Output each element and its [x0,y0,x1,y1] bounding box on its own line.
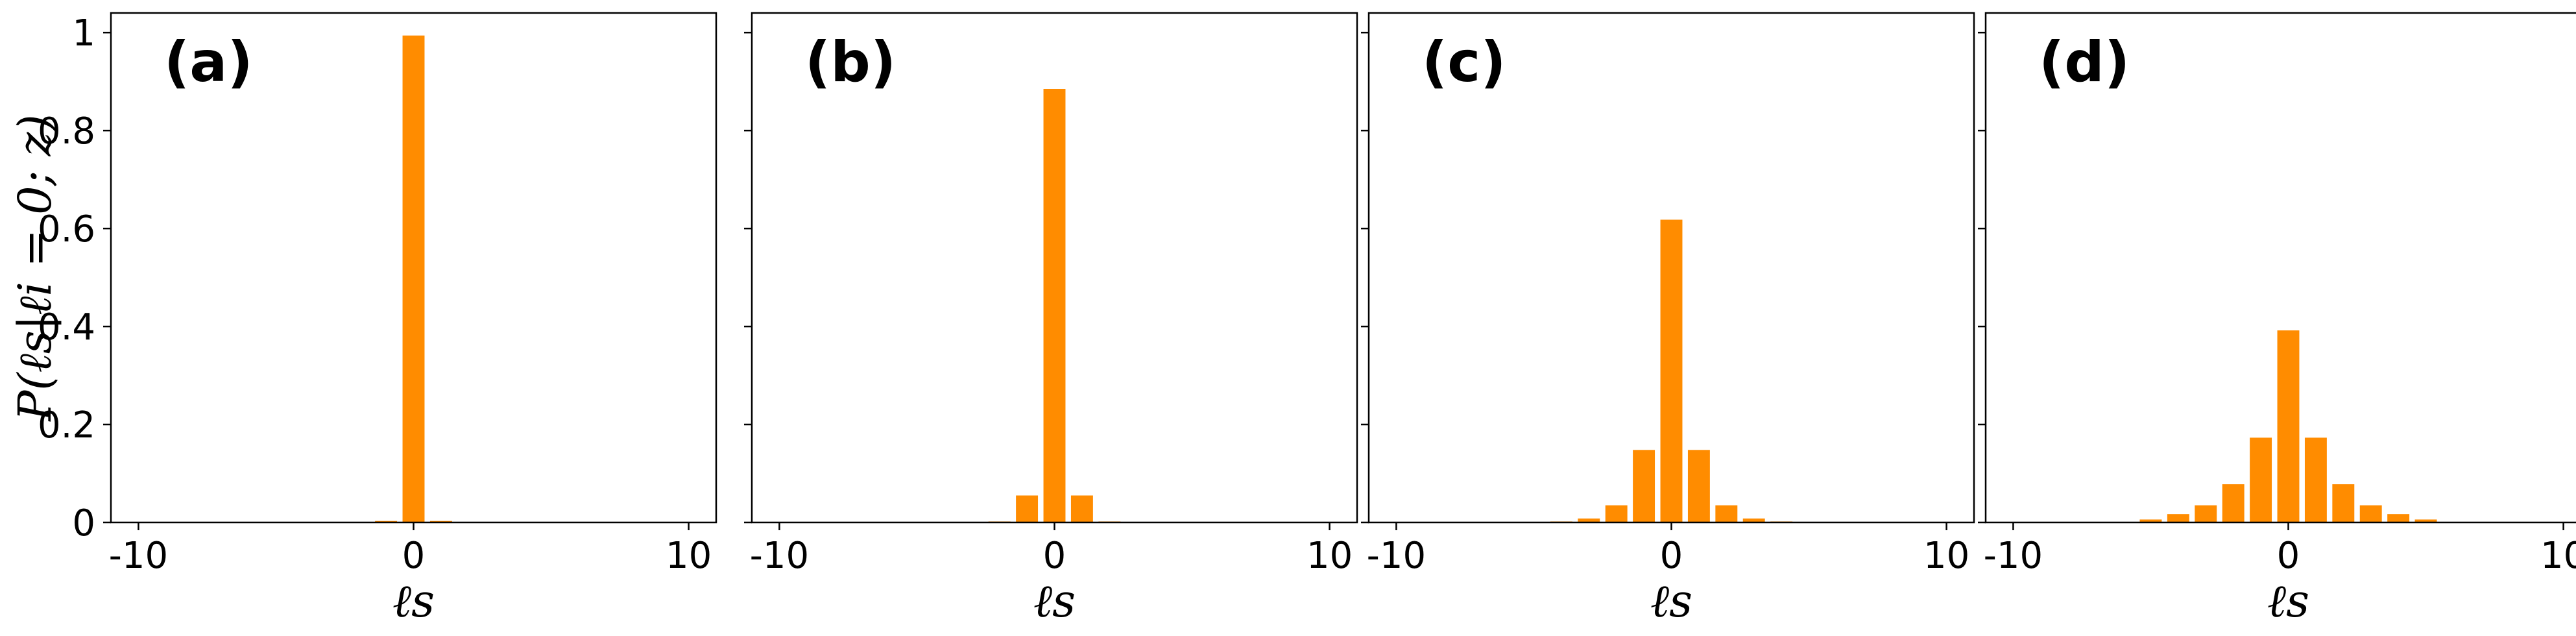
panel-label: (c) [1422,30,1506,95]
x-tick-label: 0 [2277,535,2300,577]
bar [2332,484,2355,522]
bar [1016,495,1039,522]
bar [2387,514,2410,522]
bar [2277,330,2300,522]
bar [2222,484,2245,522]
y-tick-label: 0 [72,502,95,544]
bar [1687,450,1710,522]
y-tick-label: 0.4 [38,306,95,349]
x-tick-label: 10 [2540,535,2576,577]
y-tick-label: 1 [72,12,95,55]
x-tick-label: -10 [1367,535,1426,577]
panel-d: -10 0 10 (d) ℓs [1978,12,2576,628]
y-axis-label: P(ℓs|ℓi = 0; z) [8,114,62,422]
x-tick-label: 10 [1923,535,1969,577]
x-tick-label: -10 [1984,535,2043,577]
x-tick-label: 0 [1660,535,1683,577]
bar [2139,519,2162,522]
x-tick-label: 10 [666,535,712,577]
bar [1633,450,1655,522]
bar [2414,519,2437,522]
y-tick-label: 0.2 [38,404,95,446]
x-axis-label: ℓs [1033,574,1076,628]
x-tick-label: 10 [1306,535,1353,577]
x-tick-label: -10 [109,535,168,577]
bar [1660,219,1683,522]
x-tick-label: 0 [1043,535,1066,577]
bar [1742,518,1765,522]
bar [2304,437,2327,522]
x-axis-label: ℓs [392,574,435,628]
bar [2167,514,2189,522]
y-tick-label: 0.8 [38,110,95,153]
bar [2359,505,2382,522]
x-axis-label: ℓs [2267,574,2309,628]
panel-label: (d) [2039,30,2130,95]
y-tick-label: 0.6 [38,208,95,251]
panel-c: -10 0 10 (c) ℓs [1361,12,1975,628]
bar [402,35,425,523]
x-axis-label: ℓs [1650,574,1692,628]
panel-label: (a) [164,30,253,95]
panel-a: -10 0 10 0 0.2 0.4 0.6 0.8 1 (a) ℓs [38,12,717,628]
bar [1605,505,1628,522]
bar [1715,505,1738,522]
x-tick-label: 0 [402,535,426,577]
bar [2250,437,2272,522]
panel-b: -10 0 10 (b) ℓs [744,12,1358,628]
y-axis-label-text: P(ℓs|ℓi = 0; z) [8,114,62,422]
x-tick-label: -10 [750,535,809,577]
bar [1578,518,1600,522]
bar [1043,88,1066,523]
bar [1070,495,1093,522]
bar [2195,505,2217,522]
panel-label: (b) [805,30,896,95]
